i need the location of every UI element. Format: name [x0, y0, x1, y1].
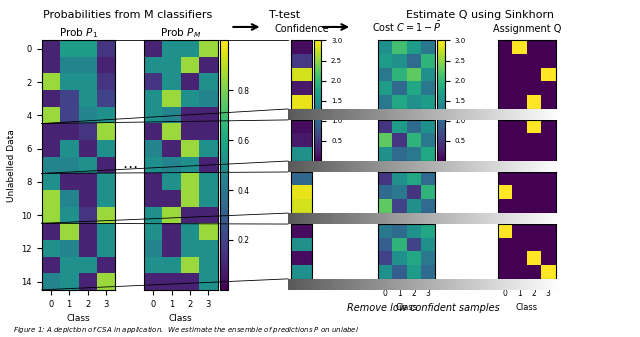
Text: Confidence: Confidence	[275, 24, 329, 34]
Text: Cost $C = 1 - \bar{P}$: Cost $C = 1 - \bar{P}$	[372, 20, 441, 34]
X-axis label: Class: Class	[67, 314, 90, 323]
Y-axis label: Unlabelled Data: Unlabelled Data	[7, 129, 16, 202]
Text: Assignment Q: Assignment Q	[493, 24, 561, 34]
Text: $\cdots$: $\cdots$	[122, 158, 138, 173]
Title: Prob $P_M$: Prob $P_M$	[160, 27, 202, 40]
X-axis label: Class: Class	[516, 303, 538, 312]
Text: Estimate Q using Sinkhorn: Estimate Q using Sinkhorn	[406, 10, 554, 20]
Text: T-test: T-test	[269, 10, 300, 20]
Text: Probabilities from M classifiers: Probabilities from M classifiers	[44, 10, 212, 20]
X-axis label: Class: Class	[169, 314, 193, 323]
Title: Prob $P_1$: Prob $P_1$	[59, 27, 98, 40]
Text: Remove low confident samples: Remove low confident samples	[347, 303, 500, 313]
X-axis label: Class: Class	[396, 303, 417, 312]
Text: Figure 1: A depiction of CSA in application.  We estimate the ensemble of predic: Figure 1: A depiction of CSA in applicat…	[13, 324, 359, 335]
